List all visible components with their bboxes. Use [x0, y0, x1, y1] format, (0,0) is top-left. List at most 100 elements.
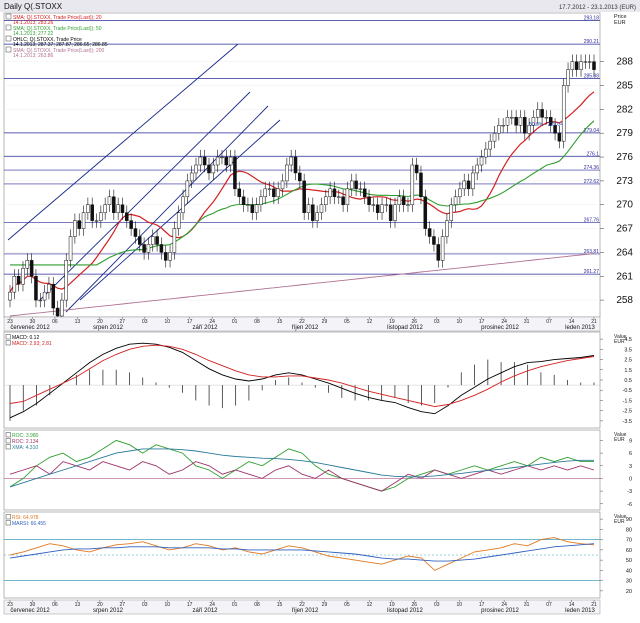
- price-x-day-label: 12: [367, 319, 373, 325]
- candle-body: [112, 196, 116, 213]
- bottom-x-day-label: 03: [434, 602, 440, 608]
- rsi_panel-y-tick-label: 90: [626, 517, 632, 523]
- price-level-label: 267.76: [584, 218, 600, 224]
- bottom-x-day-label: 24: [501, 602, 507, 608]
- candle-body: [220, 156, 224, 159]
- candle-body: [60, 299, 64, 317]
- bottom-x-day-label: 15: [277, 602, 283, 608]
- legend-checkbox: [5, 46, 12, 53]
- candle-body: [298, 172, 302, 182]
- candle-body: [384, 204, 389, 206]
- rsi_panel-unit-currency: EUR: [614, 519, 625, 525]
- candle-body: [466, 180, 471, 190]
- bottom-x-day-label: 13: [75, 602, 81, 608]
- bottom-x-day-label: 01: [232, 602, 238, 608]
- header-bar: [0, 0, 640, 12]
- candle-body: [371, 204, 376, 206]
- bottom-x-day-label: 23: [7, 602, 13, 608]
- candle-body: [289, 156, 293, 166]
- trend-channel-line: [7, 43, 239, 241]
- candle-body: [224, 156, 229, 166]
- candle-body: [189, 172, 194, 182]
- candle-body: [440, 236, 445, 261]
- bottom-x-day-label: 06: [52, 602, 58, 608]
- macd_panel-legend-label: MACD: 2.93; 2.81: [12, 341, 52, 347]
- price-y-tick-label: 279: [616, 128, 633, 139]
- candle-body: [8, 291, 12, 301]
- price-level-label: 290.21: [584, 39, 600, 45]
- roc_panel-y-tick-label: 9: [629, 438, 632, 444]
- candle-body: [557, 132, 562, 142]
- price-x-day-label: 01: [232, 319, 238, 325]
- candle-body: [267, 188, 272, 190]
- candle-body: [155, 236, 159, 245]
- roc_panel-unit-currency: EUR: [614, 437, 625, 443]
- candle-body: [241, 196, 246, 205]
- candle-body: [263, 188, 267, 198]
- price-y-tick-label: 276: [616, 152, 633, 163]
- price-level-label: 285.88: [584, 74, 600, 80]
- candle-body: [561, 85, 566, 142]
- candle-body: [34, 276, 38, 301]
- price-x-day-label: 24: [501, 319, 507, 325]
- candle-body: [207, 164, 211, 174]
- candle-body: [103, 204, 107, 213]
- candle-body: [510, 117, 514, 119]
- candle-body: [107, 196, 112, 205]
- sma-50-line: [10, 120, 595, 266]
- price-panel: 293.18 290.21 285.88 279.04 276.1 274.36 272.6…: [3, 12, 633, 324]
- candle-body: [55, 307, 60, 317]
- candle-body: [138, 236, 142, 245]
- candle-body: [406, 204, 410, 206]
- rsi_panel-y-tick-label: 80: [626, 527, 632, 533]
- price-level-label: 279.04: [584, 128, 600, 134]
- macd_panel-series-line: [9, 344, 595, 408]
- candle-body: [540, 109, 544, 118]
- roc_panel-plot-area: [3, 429, 601, 511]
- legend-line2: 14.1.2013; 287.37; 287.87; 286.65; 286.8…: [13, 42, 108, 48]
- candle-body: [86, 204, 90, 213]
- price-y-tick-label: 258: [616, 295, 633, 306]
- bottom-x-day-label: 30: [30, 602, 36, 608]
- candle-body: [163, 252, 168, 261]
- candle-body: [518, 117, 523, 126]
- candle-body: [181, 196, 185, 213]
- bottom-x-day-label: 20: [97, 602, 103, 608]
- candle-body: [306, 204, 311, 213]
- candle-body: [42, 291, 47, 301]
- candle-body: [146, 244, 151, 253]
- price-x-month-label: srpen 2012: [93, 325, 124, 331]
- macd_panel-y-tick-label: 3.5: [624, 347, 632, 353]
- price-y-tick-label: 285: [616, 81, 633, 92]
- candle-body: [120, 204, 125, 213]
- candle-body: [505, 117, 510, 126]
- candle-body: [423, 196, 428, 229]
- price-x-month-label: září 2012: [192, 325, 218, 331]
- price-x-day-label: 05: [344, 319, 350, 325]
- candle-body: [202, 156, 207, 166]
- bottom-x-day-label: 12: [367, 602, 373, 608]
- candle-body: [21, 268, 25, 285]
- candle-body: [410, 164, 415, 205]
- candle-body: [393, 204, 397, 221]
- price-x-day-label: 27: [120, 319, 126, 325]
- candle-body: [449, 204, 454, 221]
- candle-body: [285, 164, 289, 182]
- candle-body: [492, 132, 497, 142]
- bottom-x-month-label: říjen 2012: [292, 608, 319, 614]
- candle-body: [535, 109, 540, 118]
- candle-body: [211, 164, 216, 174]
- rsi_panel-y-tick-label: 30: [626, 579, 632, 585]
- roc_panel-legend-checkbox: [5, 432, 11, 438]
- candle-body: [68, 236, 73, 261]
- candle-body: [345, 188, 350, 205]
- macd_panel-series-line: [9, 342, 595, 419]
- bottom-x-day-label: 26: [412, 602, 418, 608]
- candle-body: [337, 196, 341, 198]
- price-x-day-label: 23: [7, 319, 13, 325]
- candle-body: [570, 61, 575, 70]
- roc_panel-series-line: [9, 461, 595, 492]
- candle-body: [497, 125, 501, 134]
